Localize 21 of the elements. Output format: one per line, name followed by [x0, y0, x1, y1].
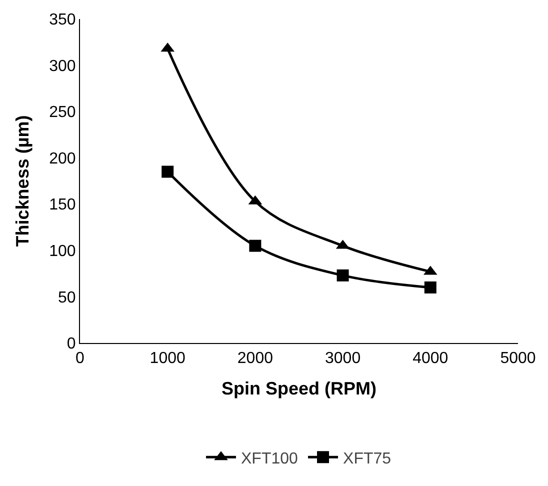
y-tick-label: 200	[49, 150, 76, 168]
y-axis-title: Thickness (µm)	[12, 115, 32, 247]
point	[424, 281, 436, 294]
x-tick-label: 4000	[412, 350, 448, 368]
y-tick-label: 300	[49, 58, 76, 75]
y-tick-label: 0	[66, 336, 76, 353]
legend-label: XFT75	[343, 450, 392, 468]
legend-label: XFT100	[241, 450, 298, 468]
x-tick-label: 5000	[500, 350, 536, 368]
y-tick-label: 100	[49, 243, 76, 260]
point	[162, 166, 174, 178]
y-tick-label: 250	[49, 104, 76, 122]
x-axis-title: Spin Speed (RPM)	[221, 378, 377, 398]
x-tick-label: 3000	[325, 350, 361, 368]
point	[336, 269, 349, 282]
point	[249, 240, 262, 252]
x-tick-label: 1000	[150, 350, 186, 368]
y-tick-label: 150	[49, 196, 76, 214]
y-tick-label: 350	[49, 12, 76, 29]
x-tick-label: 2000	[237, 350, 274, 368]
y-tick-label: 50	[58, 289, 76, 306]
